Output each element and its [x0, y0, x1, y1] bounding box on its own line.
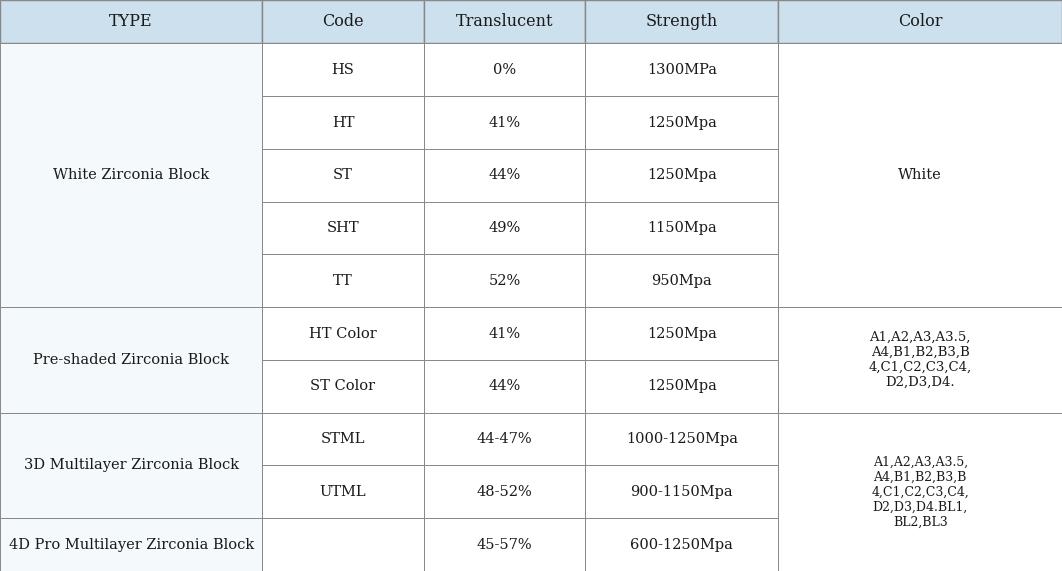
Text: ST Color: ST Color [310, 379, 376, 393]
Bar [0, 413, 262, 518]
Text: HS: HS [331, 63, 355, 77]
Bar [262, 43, 424, 96]
Text: 44%: 44% [489, 379, 520, 393]
Text: 1300MPa: 1300MPa [647, 63, 717, 77]
Text: HT Color: HT Color [309, 327, 377, 340]
Bar [262, 413, 424, 465]
Text: White: White [898, 168, 942, 182]
Bar [778, 43, 1062, 307]
Text: 1250Mpa: 1250Mpa [647, 115, 717, 130]
Bar [262, 465, 424, 518]
Text: 1000-1250Mpa: 1000-1250Mpa [626, 432, 738, 446]
Text: 600-1250Mpa: 600-1250Mpa [631, 538, 733, 552]
Text: 4D Pro Multilayer Zirconia Block: 4D Pro Multilayer Zirconia Block [8, 538, 254, 552]
Bar [262, 360, 424, 413]
Bar [262, 0, 424, 43]
Text: ST: ST [333, 168, 353, 182]
Text: 41%: 41% [489, 115, 520, 130]
Text: Pre-shaded Zirconia Block: Pre-shaded Zirconia Block [33, 353, 229, 367]
Bar [262, 518, 424, 571]
Text: 44-47%: 44-47% [477, 432, 532, 446]
Bar [262, 96, 424, 149]
Bar [585, 202, 778, 255]
Bar [424, 465, 585, 518]
Text: HT: HT [331, 115, 355, 130]
Text: A1,A2,A3,A3.5,
A4,B1,B2,B3,B
4,C1,C2,C3,C4,
D2,D3,D4.: A1,A2,A3,A3.5, A4,B1,B2,B3,B 4,C1,C2,C3,… [869, 331, 972, 389]
Bar [262, 202, 424, 255]
Bar [585, 465, 778, 518]
Text: 950Mpa: 950Mpa [651, 274, 713, 288]
Bar [262, 149, 424, 202]
Bar [585, 255, 778, 307]
Bar [778, 307, 1062, 413]
Text: 52%: 52% [489, 274, 520, 288]
Bar [262, 255, 424, 307]
Text: 45-57%: 45-57% [477, 538, 532, 552]
Text: A1,A2,A3,A3.5,
A4,B1,B2,B3,B
4,C1,C2,C3,C4,
D2,D3,D4.BL1,
BL2,BL3: A1,A2,A3,A3.5, A4,B1,B2,B3,B 4,C1,C2,C3,… [871, 455, 970, 528]
Text: SHT: SHT [327, 221, 359, 235]
Bar [424, 360, 585, 413]
Bar [778, 413, 1062, 571]
Bar [585, 96, 778, 149]
Bar [424, 202, 585, 255]
Text: Strength: Strength [646, 13, 718, 30]
Text: STML: STML [321, 432, 365, 446]
Text: 1150Mpa: 1150Mpa [647, 221, 717, 235]
Text: Color: Color [898, 13, 942, 30]
Text: 41%: 41% [489, 327, 520, 340]
Bar [585, 360, 778, 413]
Text: UTML: UTML [320, 485, 366, 499]
Bar [585, 149, 778, 202]
Bar [585, 307, 778, 360]
Bar [585, 413, 778, 465]
Text: White Zirconia Block: White Zirconia Block [53, 168, 209, 182]
Text: 44%: 44% [489, 168, 520, 182]
Text: 900-1150Mpa: 900-1150Mpa [631, 485, 733, 499]
Text: 1250Mpa: 1250Mpa [647, 327, 717, 340]
Text: 48-52%: 48-52% [477, 485, 532, 499]
Bar [424, 518, 585, 571]
Bar [262, 307, 424, 360]
Text: 1250Mpa: 1250Mpa [647, 379, 717, 393]
Bar [778, 0, 1062, 43]
Text: 0%: 0% [493, 63, 516, 77]
Bar [424, 43, 585, 96]
Bar [424, 96, 585, 149]
Bar [585, 518, 778, 571]
Bar [424, 255, 585, 307]
Bar [0, 307, 262, 413]
Text: 3D Multilayer Zirconia Block: 3D Multilayer Zirconia Block [23, 459, 239, 472]
Bar [424, 413, 585, 465]
Bar [585, 0, 778, 43]
Bar [0, 518, 262, 571]
Bar [0, 0, 262, 43]
Text: 49%: 49% [489, 221, 520, 235]
Text: Code: Code [322, 13, 364, 30]
Text: TYPE: TYPE [109, 13, 153, 30]
Bar [585, 43, 778, 96]
Text: 1250Mpa: 1250Mpa [647, 168, 717, 182]
Bar [424, 307, 585, 360]
Text: TT: TT [333, 274, 353, 288]
Text: Translucent: Translucent [456, 13, 553, 30]
Bar [424, 149, 585, 202]
Bar [424, 0, 585, 43]
Bar [0, 43, 262, 307]
